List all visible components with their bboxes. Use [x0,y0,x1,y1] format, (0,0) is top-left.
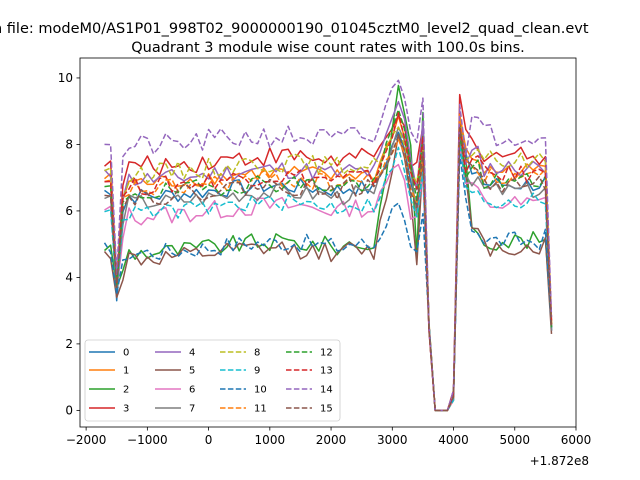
legend-label-7: 7 [189,404,195,415]
x-axis: −2000 −1000 0 1000 2000 3000 4000 5000 6000 [66,427,591,447]
x-tick-label: 0 [205,433,213,447]
legend-label-10: 10 [254,385,267,396]
plot-area: −2000 −1000 0 1000 2000 3000 4000 5000 6000 0 2 4 6… [58,57,591,468]
series-line-10 [103,153,553,412]
legend-label-1: 1 [123,366,129,377]
x-tick-label: 2000 [316,433,347,447]
series-line-12 [104,108,553,412]
legend-label-15: 15 [320,404,333,415]
legend-label-0: 0 [123,348,129,359]
legend-label-6: 6 [189,385,195,396]
legend-label-4: 4 [189,348,195,359]
figure-suptitle: n file: modeM0/AS1P01_998T02_9000000190_… [0,21,589,37]
x-tick-label: −2000 [66,433,107,447]
series-line-4 [103,100,553,412]
series-line-8 [104,117,553,412]
y-tick-label: 6 [65,204,73,218]
chart-title: Quadrant 3 module wise count rates with … [131,40,525,56]
y-axis: 0 2 4 6 8 10 [58,71,80,417]
legend-label-13: 13 [320,366,333,377]
legend-label-9: 9 [254,366,260,377]
series-line-15 [104,127,553,412]
x-tick-label: 4000 [438,433,469,447]
series-line-13 [104,112,553,412]
series-line-14 [104,79,553,412]
y-tick-label: 10 [58,71,73,85]
series-line-7 [104,126,553,412]
legend-label-8: 8 [254,348,260,359]
y-tick-label: 0 [65,403,73,417]
y-tick-label: 4 [65,270,73,284]
y-tick-label: 8 [65,137,73,151]
x-tick-label: 5000 [499,433,530,447]
x-offset-label: +1.872e8 [530,454,589,468]
legend-label-11: 11 [254,404,267,415]
legend-box [84,339,341,422]
series-line-5 [103,133,553,412]
x-tick-label: 3000 [377,433,408,447]
legend-label-2: 2 [123,385,129,396]
series-line-9 [104,143,553,412]
series-layer [103,79,553,412]
legend-label-14: 14 [320,385,333,396]
legend-label-3: 3 [123,404,129,415]
axes-frame [79,57,577,428]
legend-label-5: 5 [189,366,195,377]
x-tick-label: 6000 [561,433,592,447]
x-tick-label: −1000 [127,433,168,447]
legend-label-12: 12 [320,348,333,359]
y-tick-label: 2 [65,337,73,351]
series-line-6 [104,143,553,412]
x-tick-label: 1000 [255,433,286,447]
